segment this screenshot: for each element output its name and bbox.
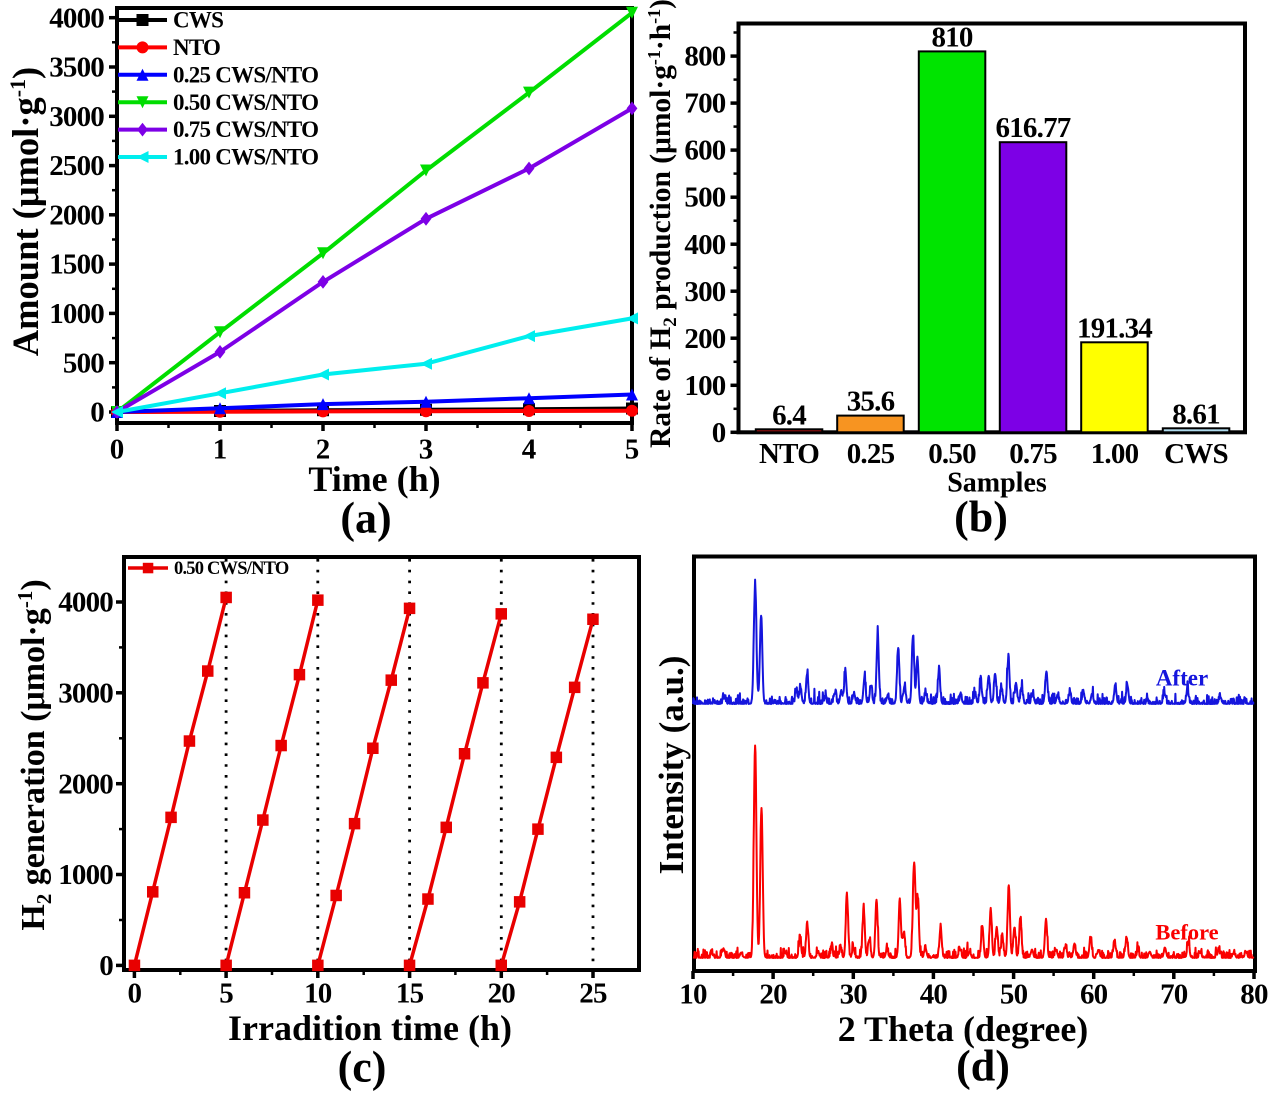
svg-text:1: 1 xyxy=(213,434,228,466)
svg-text:4: 4 xyxy=(522,434,537,466)
svg-text:50: 50 xyxy=(1000,979,1028,1011)
svg-text:800: 800 xyxy=(684,41,725,73)
svg-text:1.00: 1.00 xyxy=(1091,438,1139,470)
svg-text:0: 0 xyxy=(712,417,726,449)
svg-text:810: 810 xyxy=(931,21,972,53)
svg-text:500: 500 xyxy=(63,347,104,379)
svg-text:0: 0 xyxy=(90,397,104,429)
svg-text:1000: 1000 xyxy=(58,859,113,891)
svg-text:(c): (c) xyxy=(338,1042,387,1091)
svg-text:0.50: 0.50 xyxy=(928,438,976,470)
svg-text:500: 500 xyxy=(684,182,725,214)
svg-text:80: 80 xyxy=(1240,979,1268,1011)
svg-text:Irradition time (h): Irradition time (h) xyxy=(228,1008,512,1048)
svg-text:Samples: Samples xyxy=(947,467,1047,498)
svg-text:25: 25 xyxy=(579,978,607,1010)
svg-text:(d): (d) xyxy=(956,1042,1010,1091)
svg-text:8.61: 8.61 xyxy=(1172,398,1220,430)
svg-text:0.50 CWS/NTO: 0.50 CWS/NTO xyxy=(174,559,289,579)
svg-text:3000: 3000 xyxy=(49,101,104,133)
svg-text:4000: 4000 xyxy=(49,2,104,34)
svg-text:0.25: 0.25 xyxy=(847,438,895,470)
svg-text:0: 0 xyxy=(128,978,142,1010)
svg-text:35.6: 35.6 xyxy=(847,386,895,418)
svg-text:1500: 1500 xyxy=(49,249,104,281)
svg-text:0.75 CWS/NTO: 0.75 CWS/NTO xyxy=(173,117,318,142)
svg-text:10: 10 xyxy=(679,979,707,1011)
svg-text:NTO: NTO xyxy=(759,438,819,470)
svg-text:(b): (b) xyxy=(954,493,1008,542)
svg-text:2: 2 xyxy=(316,434,331,466)
svg-text:4000: 4000 xyxy=(58,587,113,619)
svg-text:0: 0 xyxy=(99,950,113,982)
svg-text:300: 300 xyxy=(684,276,725,308)
svg-text:0: 0 xyxy=(110,434,125,466)
svg-text:Rate of H2​ production (μmol·g: Rate of H2​ production (μmol·g-1​·h-1​) xyxy=(644,0,681,448)
svg-text:3000: 3000 xyxy=(58,677,113,709)
svg-text:0.50 CWS/NTO: 0.50 CWS/NTO xyxy=(173,90,318,115)
svg-text:60: 60 xyxy=(1080,979,1108,1011)
svg-text:40: 40 xyxy=(920,979,948,1011)
svg-text:70: 70 xyxy=(1160,979,1188,1011)
svg-text:191.34: 191.34 xyxy=(1077,312,1152,344)
svg-text:Time (h): Time (h) xyxy=(308,459,440,499)
svg-text:3: 3 xyxy=(419,434,434,466)
svg-text:1000: 1000 xyxy=(49,298,104,330)
svg-text:15: 15 xyxy=(396,978,424,1010)
svg-text:200: 200 xyxy=(684,323,725,355)
svg-text:400: 400 xyxy=(684,229,725,261)
svg-text:20: 20 xyxy=(488,978,516,1010)
svg-text:CWS: CWS xyxy=(1164,438,1228,470)
svg-text:0.75: 0.75 xyxy=(1009,438,1057,470)
svg-text:(a): (a) xyxy=(340,494,391,543)
svg-text:0.25 CWS/NTO: 0.25 CWS/NTO xyxy=(173,62,318,87)
svg-text:5: 5 xyxy=(219,978,233,1010)
svg-text:616.77: 616.77 xyxy=(996,112,1071,144)
svg-text:2 Theta (degree): 2 Theta (degree) xyxy=(838,1009,1089,1049)
svg-text:After: After xyxy=(1156,666,1208,691)
svg-text:3500: 3500 xyxy=(49,52,104,84)
svg-text:30: 30 xyxy=(840,979,868,1011)
svg-text:700: 700 xyxy=(684,88,725,120)
svg-text:100: 100 xyxy=(684,370,725,402)
svg-text:H2​ generation (μmol·g-1​): H2​ generation (μmol·g-1​) xyxy=(13,579,56,930)
svg-text:5: 5 xyxy=(625,434,640,466)
svg-text:2000: 2000 xyxy=(49,199,104,231)
svg-text:NTO: NTO xyxy=(173,35,220,60)
svg-text:Before: Before xyxy=(1155,920,1218,945)
svg-text:600: 600 xyxy=(684,135,725,167)
svg-text:2500: 2500 xyxy=(49,150,104,182)
svg-text:Intensity (a.u.): Intensity (a.u.) xyxy=(652,656,691,875)
svg-text:20: 20 xyxy=(759,979,787,1011)
svg-text:Amount (μmol·g-1​): Amount (μmol·g-1​) xyxy=(5,67,46,356)
svg-text:CWS: CWS xyxy=(173,8,223,33)
svg-text:1.00 CWS/NTO: 1.00 CWS/NTO xyxy=(173,145,318,170)
svg-text:10: 10 xyxy=(304,978,332,1010)
svg-text:2000: 2000 xyxy=(58,768,113,800)
svg-text:6.4: 6.4 xyxy=(772,399,806,431)
